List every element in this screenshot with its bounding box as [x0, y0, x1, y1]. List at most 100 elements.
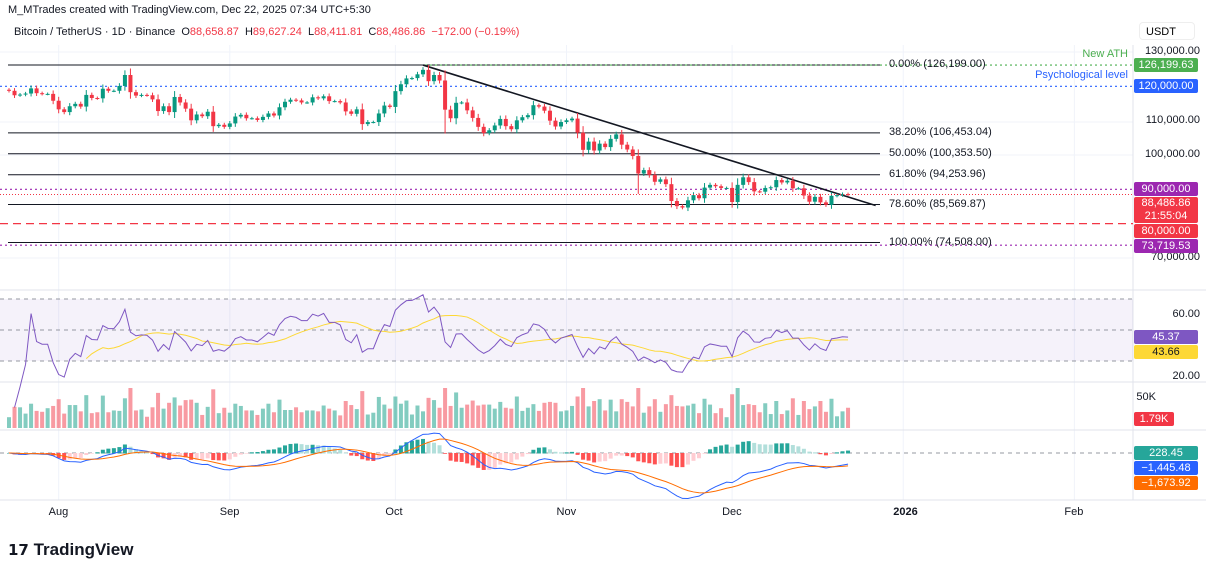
volume-bar [608, 399, 613, 428]
candle-body [349, 111, 354, 114]
macd-histogram-bar [818, 453, 823, 455]
volume-bar [244, 410, 249, 428]
macd-histogram-bar [398, 445, 403, 454]
candle-body [536, 105, 541, 107]
candle-body [139, 94, 144, 96]
macd-histogram-bar [636, 453, 641, 462]
candle-body [387, 105, 392, 107]
macd-histogram-bar [669, 453, 674, 466]
time-tick: 2026 [893, 506, 918, 518]
price-level-tag: 120,000.00 [1134, 79, 1198, 94]
macd-histogram-bar [779, 443, 784, 454]
open-value: 88,658.87 [189, 26, 239, 38]
candle-body [636, 156, 641, 174]
candle-body [746, 177, 751, 183]
volume-bar [349, 405, 354, 428]
macd-histogram-bar [448, 453, 453, 461]
candle-body [520, 117, 525, 121]
macd-histogram-bar [283, 445, 287, 454]
candle-body [619, 134, 624, 145]
macd-histogram-bar [454, 453, 459, 462]
volume-bar [156, 392, 161, 428]
candle-body [95, 98, 100, 100]
volume-bar [481, 404, 486, 428]
candle-body [476, 117, 481, 127]
macd-histogram-bar [470, 453, 475, 466]
volume-bar [23, 413, 28, 428]
volume-bar [559, 411, 563, 428]
high-label: H [244, 26, 253, 38]
macd-histogram-bar [757, 444, 762, 454]
close-value: 88,486.86 [376, 26, 426, 38]
macd-histogram-bar [393, 449, 398, 454]
macd-histogram-bar [387, 453, 392, 455]
macd-histogram-bar [790, 445, 795, 454]
macd-histogram-bar [233, 453, 238, 457]
candle-body [608, 138, 613, 148]
macd-histogram-bar [194, 453, 199, 460]
candle-body [641, 170, 646, 174]
volume-bar [56, 399, 61, 428]
macd-histogram-bar [763, 444, 768, 454]
price-level-tag: 126,199.63 [1134, 58, 1198, 73]
candle-body [398, 84, 403, 92]
volume-bar [823, 411, 828, 428]
price-tick: 130,000.00 [1144, 45, 1200, 57]
macd-histogram-bar [133, 449, 138, 454]
volume-bar [51, 405, 56, 428]
volume-bar [658, 411, 663, 428]
macd-histogram-bar [255, 452, 260, 454]
volume-bar [216, 413, 221, 428]
macd-histogram-bar [702, 453, 707, 454]
macd-histogram-bar [67, 453, 72, 460]
volume-bar [652, 399, 657, 428]
volume-bar [465, 404, 470, 428]
volume-bar [641, 412, 646, 428]
macd-histogram-bar [365, 453, 370, 461]
volume-bar [498, 401, 503, 428]
candle-body [564, 120, 569, 123]
macd-histogram-bar [376, 453, 381, 460]
macd-histogram-bar [409, 440, 414, 454]
candle-body [801, 188, 806, 196]
candle-body [559, 122, 563, 127]
candle-body [277, 107, 282, 116]
volume-bar [741, 405, 746, 428]
macd-histogram-bar [421, 438, 425, 454]
volume-bar [790, 398, 795, 428]
volume-bar [763, 403, 768, 428]
volume-bar [382, 404, 387, 428]
time-tick: Nov [556, 506, 577, 518]
low-value: 88,411.81 [314, 26, 363, 38]
candle-body [741, 177, 746, 185]
fib-level-label: 0.00% (126,199.00) [889, 58, 986, 71]
candle-body [586, 141, 591, 150]
volume-bar [277, 399, 282, 428]
price-tick: 110,000.00 [1145, 113, 1200, 126]
volume-bar [614, 411, 619, 428]
candle-body [73, 103, 78, 107]
candle-body [426, 69, 431, 82]
volume-bar [327, 408, 332, 428]
volume-bar [448, 405, 453, 428]
macd-histogram-bar [570, 451, 575, 454]
candle-body [454, 102, 459, 119]
volume-bar [299, 412, 304, 428]
macd-histogram-bar [680, 453, 685, 468]
volume-bar [18, 407, 23, 428]
macd-histogram-bar [332, 448, 337, 454]
candle-body [570, 118, 575, 121]
symbol: Bitcoin / TetherUS · 1D · Binance [14, 26, 176, 38]
volume-bar [227, 412, 232, 428]
credit-line: M_MTrades created with TradingView.com, … [8, 4, 371, 16]
candle-body [161, 106, 166, 112]
volume-bar [553, 402, 558, 428]
volume-bar [426, 397, 431, 428]
volume-bar [785, 410, 790, 428]
candle-body [194, 114, 199, 121]
currency-button[interactable]: USDT [1139, 22, 1195, 40]
candle-body [7, 89, 11, 91]
macd-histogram-bar [647, 453, 652, 464]
macd-histogram-bar [95, 452, 100, 454]
